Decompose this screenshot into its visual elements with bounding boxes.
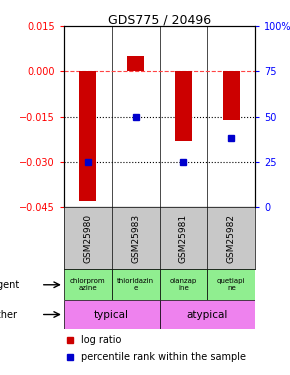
- Text: GSM25981: GSM25981: [179, 214, 188, 263]
- Bar: [64, 269, 112, 300]
- Bar: [127, 56, 144, 72]
- Text: GSM25980: GSM25980: [83, 214, 92, 263]
- Bar: [64, 300, 160, 329]
- Text: atypical: atypical: [187, 309, 228, 320]
- Bar: [223, 72, 240, 120]
- Text: GSM25982: GSM25982: [227, 214, 236, 263]
- Text: typical: typical: [94, 309, 129, 320]
- Text: thioridazin
e: thioridazin e: [117, 278, 154, 291]
- Bar: [79, 72, 96, 201]
- Text: chlorprom
azine: chlorprom azine: [70, 278, 106, 291]
- Text: quetiapi
ne: quetiapi ne: [217, 278, 246, 291]
- Bar: [175, 72, 192, 141]
- Text: GSM25983: GSM25983: [131, 214, 140, 263]
- Text: other: other: [0, 309, 17, 320]
- Title: GDS775 / 20496: GDS775 / 20496: [108, 13, 211, 26]
- Bar: [160, 269, 207, 300]
- Text: percentile rank within the sample: percentile rank within the sample: [81, 352, 246, 362]
- Bar: [112, 269, 160, 300]
- Text: olanzap
ine: olanzap ine: [170, 278, 197, 291]
- Bar: [160, 300, 255, 329]
- Bar: [207, 269, 255, 300]
- Text: agent: agent: [0, 280, 19, 290]
- Text: log ratio: log ratio: [81, 334, 122, 345]
